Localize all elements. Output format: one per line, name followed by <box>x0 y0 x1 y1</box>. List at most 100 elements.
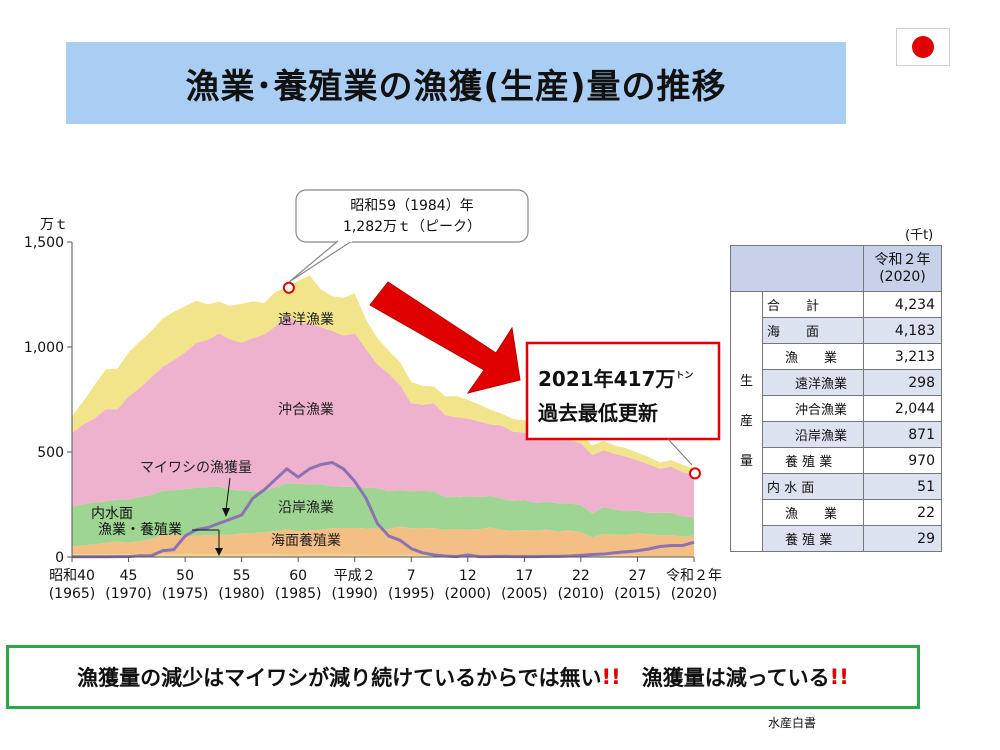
x-tick-label-2: 50 <box>176 568 194 584</box>
x-tick-sublabel-4: (1985) <box>275 586 322 602</box>
table-row: 漁 業 22 <box>731 499 942 526</box>
x-tick-label-4: 60 <box>289 568 307 584</box>
table-unit: (千t) <box>905 228 934 243</box>
peak-callout-box <box>295 189 529 243</box>
inland-label: 内水面 <box>91 506 133 522</box>
source-label: 水産白書 <box>768 716 817 730</box>
table-row: 遠洋漁業 298 <box>731 369 942 396</box>
table-cell-value: 29 <box>863 525 942 552</box>
x-tick-sublabel-11: (2020) <box>671 586 718 602</box>
sardine-pointer <box>225 477 231 511</box>
x-tick-sublabel-1: (1970) <box>105 586 152 602</box>
low-callout-pointer <box>667 438 693 466</box>
table-row: 養 殖 業 970 <box>731 447 942 474</box>
x-tick-label-9: 22 <box>572 568 590 584</box>
x-tick-label-7: 12 <box>459 568 477 584</box>
x-tick-label-1: 45 <box>120 568 138 584</box>
area-label-0: 遠洋漁業 <box>278 312 334 328</box>
area-label-2: 沿岸漁業 <box>278 500 334 516</box>
latest-marker <box>689 467 701 480</box>
table-row: 生産量合 計 4,234 <box>730 291 942 552</box>
x-tick-sublabel-9: (2010) <box>558 586 605 602</box>
table-row: 沖合漁業 2,044 <box>731 395 942 422</box>
low-callout-unit: トン <box>675 370 693 381</box>
x-tick-label-5: 平成２ <box>334 568 376 584</box>
table-row: 漁 業 3,213 <box>731 343 942 370</box>
table-cell-value: 298 <box>863 369 942 396</box>
sardine-label: マイワシの漁獲量 <box>140 460 252 476</box>
x-tick-label-6: 7 <box>407 568 416 584</box>
table-cell-value: 4,183 <box>863 317 942 344</box>
x-tick-label-0: 昭和40 <box>49 568 95 584</box>
table-cell-label: 沿岸漁業 <box>762 421 864 448</box>
table-cell-label: 内 水 面 <box>762 473 864 500</box>
low-callout-line2: 過去最低更新 <box>538 401 658 425</box>
table-cell-label: 漁 業 <box>762 499 864 526</box>
x-tick-label-11: 令和２年 <box>666 568 722 584</box>
table-cell-label: 養 殖 業 <box>762 447 864 474</box>
bottom-message-box: 漁獲量の減少はマイワシが減り続けているからでは無い!! 漁獲量は減っている!! <box>6 645 920 709</box>
x-tick-sublabel-10: (2015) <box>614 586 661 602</box>
x-tick-label-8: 17 <box>515 568 533 584</box>
title-banner: 漁業･養殖業の漁獲(生産)量の推移 <box>66 42 846 124</box>
y-axis-unit: 万ｔ <box>40 217 68 233</box>
table-row: 養 殖 業 29 <box>731 525 942 552</box>
x-tick-sublabel-8: (2005) <box>501 586 548 602</box>
peak-callout-line2: 1,282万ｔ（ピーク） <box>343 219 481 235</box>
area-label-3: 海面養殖業 <box>271 532 341 549</box>
peak-marker <box>282 281 295 294</box>
bottom-message-1: 漁獲量の減少はマイワシが減り続けているからでは無い <box>77 666 602 690</box>
table-row: 内 水 面 51 <box>731 473 942 500</box>
exclamation-1: !! <box>601 665 621 689</box>
callouts-group: 昭和59（1984）年 1,282万ｔ（ピーク） 2021年417万トン 過去最… <box>288 189 721 466</box>
x-tick-sublabel-6: (1995) <box>388 586 435 602</box>
low-callout-line1: 2021年417万トン <box>538 367 693 391</box>
bottom-message-2: 漁獲量は減っている <box>620 666 830 690</box>
table-cell-label: 遠洋漁業 <box>762 369 864 396</box>
x-tick-sublabel-3: (1980) <box>218 586 265 602</box>
table-cell-label: 合 計 <box>762 291 864 318</box>
table-cell-value: 51 <box>863 473 942 500</box>
peak-callout-line1: 昭和59（1984）年 <box>350 198 473 214</box>
x-tick-sublabel-0: (1965) <box>49 586 96 602</box>
y-tick-label-3: 1,500 <box>24 235 64 251</box>
y-tick-label-1: 500 <box>37 445 64 461</box>
exclamation-2: !! <box>829 665 849 689</box>
area-series-1 <box>72 526 694 556</box>
japan-flag-icon <box>896 28 950 66</box>
table-header-blank <box>730 245 864 292</box>
table-cell-label: 養 殖 業 <box>762 525 864 552</box>
area-series-group <box>72 275 695 559</box>
table-header-year: 令和２年 (2020) <box>863 245 942 292</box>
table-body: 生産量合 計 4,234 海 面 4,183 漁 業 3,213 遠洋漁業 298 沖合漁業 2,… <box>730 291 942 552</box>
table-cell-value: 970 <box>863 447 942 474</box>
x-tick-label-3: 55 <box>233 568 251 584</box>
low-callout-box <box>525 341 721 441</box>
table-cell-label: 沖合漁業 <box>762 395 864 422</box>
area-series-4 <box>72 275 694 475</box>
table-cell-label: 漁 業 <box>762 343 864 370</box>
chart-axes: 0 500 1,000 1,500 万ｔ 昭和40 (1965) 45 (1970) 50 (197… <box>24 217 722 602</box>
x-tick-sublabel-7: (2000) <box>445 586 492 602</box>
peak-callout-tail <box>288 240 353 283</box>
y-tick-label-0: 0 <box>55 550 64 566</box>
production-table: 令和２年 (2020) 生産量合 計 4,234 海 面 4,183 漁 業 3,213 遠洋… <box>730 245 942 552</box>
sardine-line <box>72 461 695 559</box>
table-side-label: 生産量 <box>730 291 763 552</box>
area-label-1: 沖合漁業 <box>278 402 334 418</box>
flag-sun <box>912 36 934 58</box>
table-cell-value: 3,213 <box>863 343 942 370</box>
inland-sub-label: 漁業・養殖業 <box>98 521 182 538</box>
area-series-3 <box>72 315 694 518</box>
table-cell-value: 22 <box>863 499 942 526</box>
table-cell-value: 871 <box>863 421 942 448</box>
page-title: 漁業･養殖業の漁獲(生産)量の推移 <box>185 66 727 107</box>
inland-pointer-head <box>215 548 223 556</box>
x-tick-sublabel-5: (1990) <box>331 586 378 602</box>
table-cell-value: 4,234 <box>863 291 942 318</box>
table-cell-value: 2,044 <box>863 395 942 422</box>
x-tick-sublabel-2: (1975) <box>162 586 209 602</box>
x-tick-label-10: 27 <box>629 568 647 584</box>
